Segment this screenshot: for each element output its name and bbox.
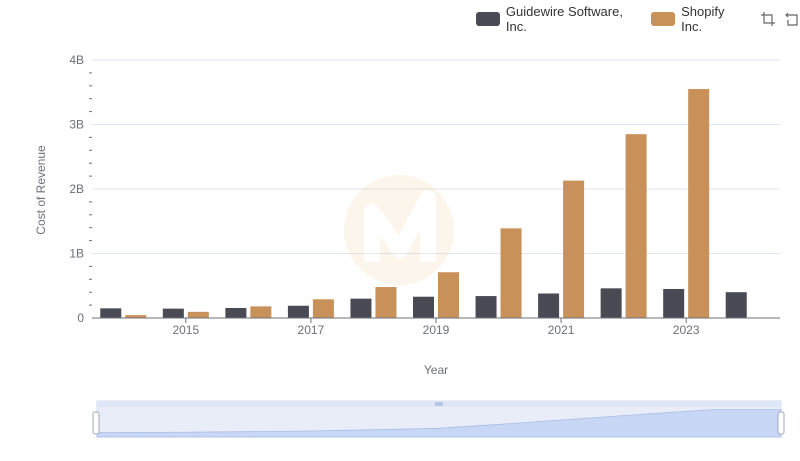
y-tick-label: 2B <box>69 182 84 196</box>
zoom-icon[interactable] <box>760 11 776 27</box>
y-tick-label: 3B <box>69 118 84 132</box>
toolbox <box>760 11 800 27</box>
legend-item-guidewire[interactable]: Guidewire Software, Inc. <box>476 4 641 34</box>
bar-shopify-2015[interactable] <box>187 311 209 318</box>
bar-guidewire-2017[interactable] <box>287 305 309 318</box>
data-zoom-left-handle[interactable] <box>92 411 100 435</box>
y-axis-title: Cost of Revenue <box>34 145 48 235</box>
bar-guidewire-2020[interactable] <box>475 296 497 318</box>
x-tick-label: 2019 <box>423 323 450 337</box>
watermark-logo <box>344 175 454 285</box>
x-tick-label: 2015 <box>172 323 199 337</box>
bar-shopify-2018[interactable] <box>375 287 397 318</box>
data-zoom-right-handle[interactable] <box>777 411 785 435</box>
bar-shopify-2017[interactable] <box>312 299 334 318</box>
y-tick-label: 4B <box>69 53 84 67</box>
x-tick-label: 2023 <box>673 323 700 337</box>
bar-guidewire-2019[interactable] <box>413 296 434 318</box>
bar-shopify-2022[interactable] <box>625 134 647 318</box>
y-axis-minor-ticks <box>89 72 92 306</box>
x-axis: 2015 2017 2019 2021 2023 <box>92 317 780 337</box>
bar-shopify-2023[interactable] <box>688 89 710 319</box>
data-zoom-preview <box>96 409 782 438</box>
legend-label-shopify: Shopify Inc. <box>681 4 725 34</box>
legend-swatch-guidewire <box>476 12 500 26</box>
bar-guidewire-2014[interactable] <box>100 308 122 318</box>
bar-shopify-2016[interactable] <box>250 306 272 318</box>
y-tick-label: 1B <box>69 247 84 261</box>
y-axis-ticks: 0 1B 2B 3B 4B <box>69 53 84 325</box>
bar-shopify-2019[interactable] <box>438 272 459 318</box>
x-tick-label: 2021 <box>548 323 575 337</box>
bar-shopify-2014[interactable] <box>125 315 147 318</box>
bar-guidewire-2022[interactable] <box>600 288 622 318</box>
bar-guidewire-2024[interactable] <box>725 292 747 318</box>
legend-swatch-shopify <box>651 12 676 26</box>
bars <box>100 89 747 319</box>
data-zoom-move-handle[interactable] <box>435 402 443 406</box>
x-axis-title: Year <box>424 363 448 377</box>
x-tick-label: 2017 <box>298 323 325 337</box>
legend: Guidewire Software, Inc. Shopify Inc. <box>476 4 800 34</box>
bar-guidewire-2015[interactable] <box>162 308 184 318</box>
bar-shopify-2021[interactable] <box>563 180 585 318</box>
restore-icon[interactable] <box>784 11 800 27</box>
data-zoom-slider[interactable] <box>92 400 785 438</box>
bar-guidewire-2016[interactable] <box>225 308 247 318</box>
bar-guidewire-2018[interactable] <box>350 298 372 318</box>
legend-label-guidewire: Guidewire Software, Inc. <box>505 4 623 34</box>
grid-lines <box>92 59 780 254</box>
bar-shopify-2020[interactable] <box>500 228 522 318</box>
legend-item-shopify[interactable]: Shopify Inc. <box>651 4 746 34</box>
bar-guidewire-2023[interactable] <box>663 288 685 318</box>
bar-guidewire-2021[interactable] <box>538 293 560 318</box>
y-tick-label: 0 <box>77 311 84 325</box>
